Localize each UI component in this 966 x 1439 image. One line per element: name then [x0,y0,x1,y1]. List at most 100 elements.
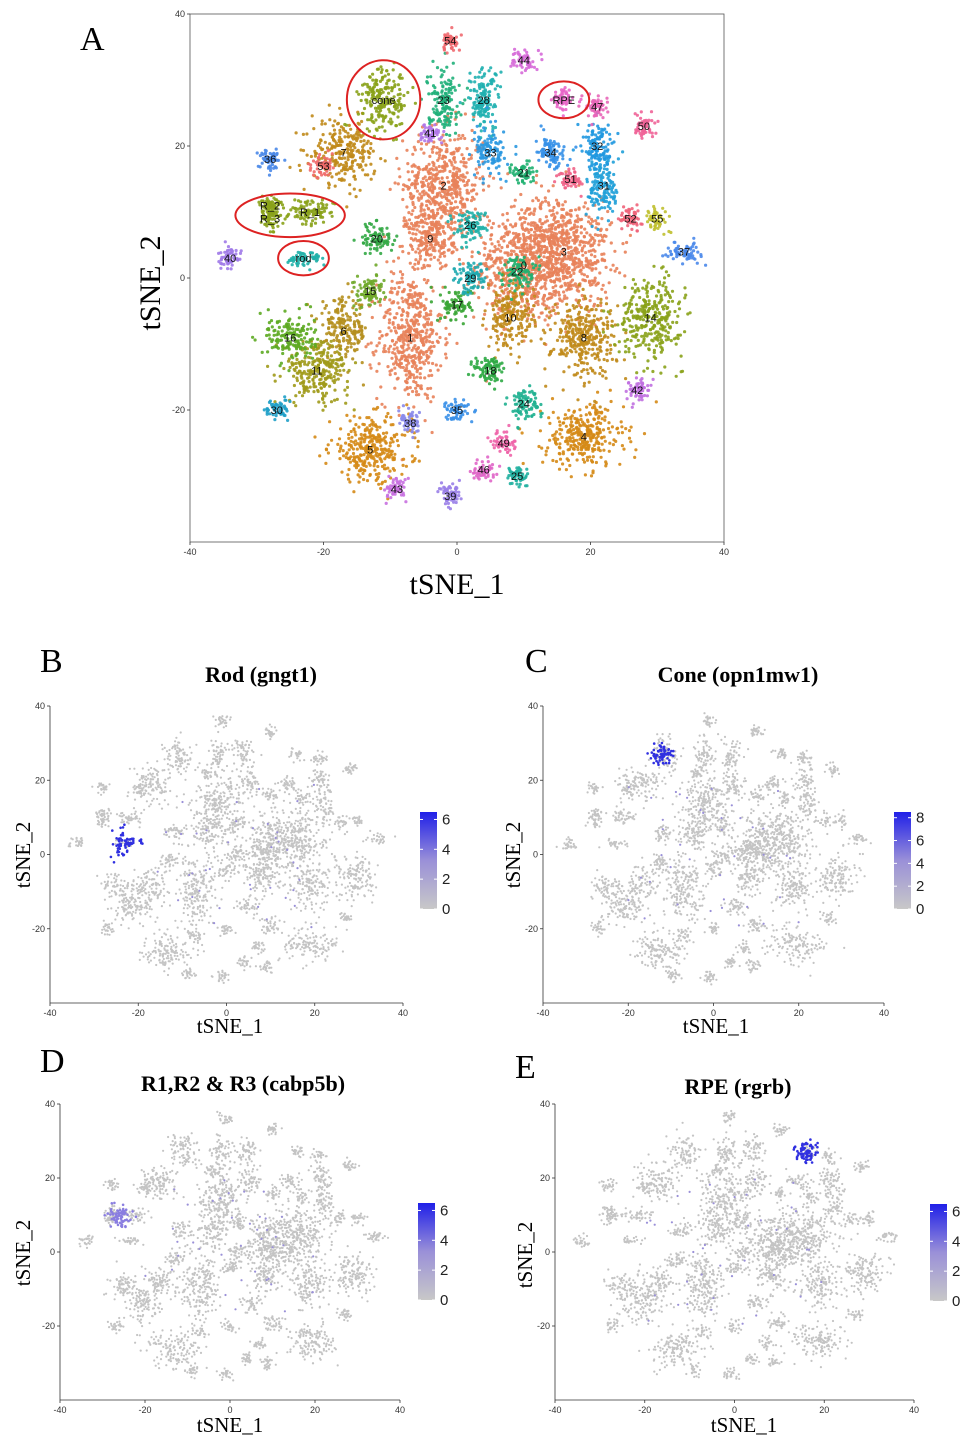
cluster-point [550,247,554,251]
cluster-point [421,337,425,341]
cluster-point [293,368,297,373]
cluster-point [601,428,606,432]
cluster-point [453,191,457,195]
cluster-point [580,351,584,355]
cluster-point [411,200,415,205]
cluster-point [552,265,556,269]
cluster-point [339,427,343,431]
cluster-point [300,376,304,380]
cluster-point [504,225,508,229]
cluster-point [251,335,255,339]
cluster-point [377,284,381,288]
cluster-point [379,447,383,451]
cluster-point [343,135,347,139]
cluster-point [592,417,597,422]
cluster-point [551,255,555,259]
cluster-point [438,261,442,265]
cluster-point [356,298,360,303]
cluster-point [603,415,607,419]
cluster-point [363,428,367,432]
cluster-point [431,361,435,366]
cluster-point [504,334,508,338]
cluster-point [360,336,364,341]
cluster-point [438,293,442,297]
cluster-point [352,187,356,191]
cluster-point [443,306,447,310]
cluster-point [340,309,344,313]
cluster-point [572,410,576,414]
cluster-point [487,219,492,223]
cluster-point [667,300,671,304]
cluster-point [522,247,526,251]
cluster-point [595,422,599,426]
cluster-point [572,447,576,451]
cluster-point [586,207,590,211]
cluster-point [585,362,590,366]
cluster-point [338,369,342,373]
cluster-point [411,354,415,358]
cluster-point [601,283,605,287]
cluster-point [401,332,405,336]
cluster-point [378,453,382,457]
cluster-point [571,335,576,339]
cluster-point [635,314,640,318]
cluster-point [377,341,381,345]
cluster-point [379,444,383,448]
cluster-point [295,357,299,362]
cluster-point [563,200,567,204]
cluster-point [366,342,370,346]
cluster-point [344,441,348,445]
cluster-point [410,348,414,352]
cluster-point [597,410,601,414]
cluster-point [372,353,376,357]
cluster-point [407,178,411,182]
cluster-point [577,207,581,211]
cluster-point [352,134,356,138]
cluster-point [514,245,518,249]
cluster-point [614,439,618,443]
cluster-point [335,334,339,338]
cluster-point [392,468,396,472]
cluster-point [317,400,321,404]
cluster-point [605,228,609,232]
cluster-point [436,340,440,344]
cluster-point [518,237,522,241]
cluster-point [492,250,497,254]
cluster-point [557,451,561,456]
cluster-point [556,416,560,420]
cluster-point [444,326,448,330]
cluster-point [591,469,595,473]
cluster-point [352,414,356,418]
cluster-point [582,381,587,385]
cluster-point [573,246,577,250]
cluster-point [598,429,602,433]
cluster-point [567,365,571,369]
cluster-point [412,163,416,167]
cluster-point [629,298,633,302]
cluster-point [457,133,461,138]
cluster-point [453,245,457,249]
cluster-point [297,316,301,320]
cluster-point [347,436,351,440]
cluster-point [455,149,459,153]
cluster-point [552,280,557,284]
cluster-point [629,339,633,343]
cluster-point [429,253,433,257]
cluster-point [383,479,387,483]
cluster-point [563,318,567,322]
cluster-point [583,279,588,283]
cluster-point [392,347,396,351]
cluster-point [355,347,359,352]
cluster-point [407,218,412,222]
cluster-point [402,216,406,220]
cluster-point [506,232,510,236]
cluster-point [422,323,426,327]
cluster-point [445,202,449,206]
cluster-point [326,360,330,364]
cluster-point [327,370,331,374]
cluster-point [323,404,327,408]
cluster-point [626,310,630,314]
cluster-point [540,311,544,315]
cluster-point [426,323,430,327]
cluster-point [606,320,610,324]
